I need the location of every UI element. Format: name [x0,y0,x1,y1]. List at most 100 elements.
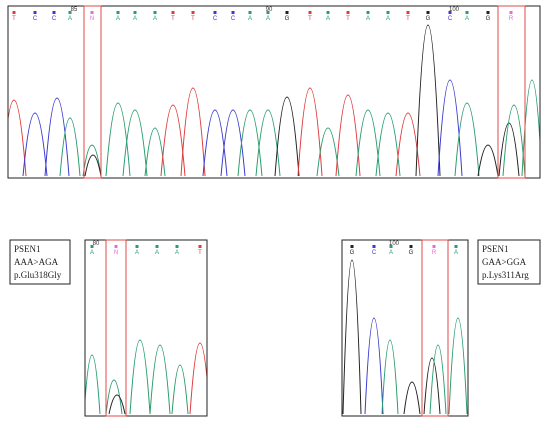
base-marker [285,11,289,14]
base-marker [171,11,175,14]
base-marker [486,11,490,14]
base-call: A [116,16,120,22]
base-call: A [366,16,370,22]
base-call: A [175,250,179,256]
base-call: R [509,16,514,22]
highlight-box [497,5,526,179]
highlight-box [83,5,102,179]
base-call: C [52,16,57,22]
base-call: T [12,16,16,22]
base-call: C [33,16,38,22]
trace-top [8,24,540,177]
base-marker [213,11,217,14]
base-marker [406,11,410,14]
base-call: A [135,250,139,256]
base-marker [426,11,430,14]
base-marker [135,245,139,248]
gene: PSEN1 [482,244,509,254]
base-call: A [266,16,270,22]
change: GAA>GGA [482,257,527,267]
base-marker [266,11,270,14]
change: AAA>AGA [14,257,59,267]
base-marker [454,245,458,248]
base-marker [33,11,37,14]
base-marker [432,245,436,248]
base-marker [465,11,469,14]
base-marker [346,11,350,14]
base-call: T [406,16,410,22]
base-call: A [386,16,390,22]
base-call: A [133,16,137,22]
base-marker [509,11,513,14]
position-number: 100 [389,241,400,247]
label-box [477,239,541,285]
base-call: A [68,16,72,22]
base-marker [389,245,393,248]
label-box [9,239,71,285]
trace-left [85,339,207,415]
base-call: A [326,16,330,22]
base-call: N [90,16,94,22]
base-call: A [389,250,393,256]
base-marker [153,11,157,14]
panel-frame [7,5,541,179]
base-marker [231,11,235,14]
base-marker [114,245,118,248]
base-marker [248,11,252,14]
base-call: A [155,250,159,256]
base-call: G [409,250,414,256]
highlight-box [421,239,449,417]
base-marker [191,11,195,14]
base-call: T [198,250,202,256]
base-marker [366,11,370,14]
base-marker [52,11,56,14]
base-marker [386,11,390,14]
base-call: T [308,16,312,22]
position-number: 85 [71,7,78,13]
base-marker [409,245,413,248]
base-call: A [90,250,94,256]
gene: PSEN1 [14,244,41,254]
base-call: C [448,16,453,22]
base-call: C [372,250,377,256]
base-marker [90,11,94,14]
base-call: A [454,250,458,256]
position-number: 80 [93,241,100,247]
base-call: G [426,16,431,22]
base-marker [90,245,94,248]
base-call: A [465,16,469,22]
highlight-box [105,239,127,417]
base-marker [448,11,452,14]
base-call: N [114,250,118,256]
base-marker [308,11,312,14]
base-call: A [153,16,157,22]
base-marker [12,11,16,14]
base-call: C [231,16,236,22]
base-marker [68,11,72,14]
base-marker [372,245,376,248]
base-marker [133,11,137,14]
base-marker [326,11,330,14]
base-call: T [191,16,195,22]
base-call: R [432,250,437,256]
base-marker [116,11,120,14]
panel-frame [84,239,208,417]
base-marker [155,245,159,248]
base-marker [198,245,202,248]
position-number: 100 [449,7,460,13]
base-call: A [248,16,252,22]
base-call: G [350,250,355,256]
base-call: C [213,16,218,22]
position-number: 90 [266,7,273,13]
protein: p.Lys311Arg [482,270,529,280]
panel-frame [341,239,469,417]
base-marker [175,245,179,248]
trace-right [342,259,468,415]
base-marker [350,245,354,248]
base-call: T [171,16,175,22]
base-call: G [486,16,491,22]
protein: p.Glu318Gly [14,270,62,280]
base-call: G [285,16,290,22]
base-call: T [346,16,350,22]
